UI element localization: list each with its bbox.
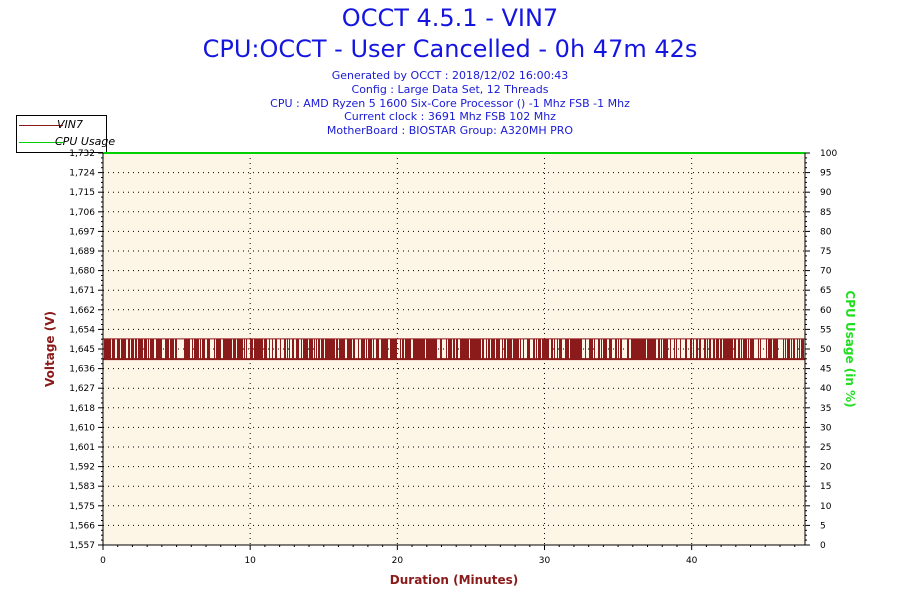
x-tick-label: 40 — [686, 556, 698, 566]
y2-tick-label: 80 — [820, 227, 832, 237]
y-tick-label: 1,636 — [69, 365, 95, 375]
y2-tick-label: 75 — [820, 247, 831, 257]
y2-tick-label: 65 — [820, 286, 831, 296]
y2-tick-label: 85 — [820, 208, 831, 218]
info-motherboard: MotherBoard : BIOSTAR Group: A320MH PRO — [326, 124, 574, 138]
y-tick-label: 1,697 — [69, 227, 95, 237]
y-tick-label: 1,662 — [69, 306, 95, 316]
y2-tick-label: 60 — [820, 306, 832, 316]
vin7-series — [104, 338, 804, 360]
chart-subtitle: CPU:OCCT - User Cancelled - 0h 47m 42s — [202, 35, 698, 63]
x-tick-label: 30 — [539, 556, 551, 566]
y-tick-label: 1,671 — [69, 286, 95, 296]
y2-tick-label: 0 — [820, 541, 826, 551]
info-config: Config : Large Data Set, 12 Threads — [351, 82, 549, 96]
y2-tick-label: 95 — [820, 169, 831, 179]
x-tick-label: 0 — [100, 556, 106, 566]
y-tick-label: 1,724 — [69, 169, 95, 179]
info-cpu: CPU : AMD Ryzen 5 1600 Six-Core Processo… — [270, 96, 630, 110]
legend-swatch-cpu-usage — [19, 142, 63, 143]
chart-title: OCCT 4.5.1 - VIN7 — [341, 4, 559, 32]
y-tick-label: 1,645 — [69, 345, 95, 355]
legend-label-cpu-usage: CPU Usage — [55, 135, 116, 148]
y2-tick-label: 50 — [820, 345, 832, 355]
legend-swatch-vin7 — [19, 125, 63, 126]
y-tick-label: 1,618 — [69, 404, 95, 414]
y2-tick-label: 40 — [820, 384, 832, 394]
y-tick-label: 1,575 — [69, 502, 95, 512]
y-tick-label: 1,689 — [69, 247, 95, 257]
y2-tick-label: 55 — [820, 325, 831, 335]
y2-tick-label: 10 — [820, 502, 832, 512]
y-tick-label: 1,627 — [69, 384, 95, 394]
x-tick-label: 20 — [392, 556, 404, 566]
legend-item-cpu-usage: CPU Usage — [17, 135, 115, 149]
y-tick-label: 1,706 — [69, 208, 95, 218]
y-tick-label: 1,566 — [69, 521, 95, 531]
info-generated: Generated by OCCT : 2018/12/02 16:00:43 — [331, 69, 569, 82]
info-block: Generated by OCCT : 2018/12/02 16:00:43 … — [0, 69, 900, 138]
y-tick-label: 1,557 — [69, 541, 95, 551]
y2-tick-label: 100 — [820, 149, 837, 159]
y-tick-label: 1,715 — [69, 188, 95, 198]
y-tick-label: 1,680 — [69, 267, 95, 277]
x-axis-title: Duration (Minutes) — [390, 573, 518, 587]
y2-tick-label: 20 — [820, 463, 832, 473]
y2-axis-title: CPU Usage (in %) — [843, 290, 857, 407]
y2-tick-label: 25 — [820, 443, 831, 453]
y2-tick-label: 45 — [820, 365, 831, 375]
legend-label-vin7: VIN7 — [57, 118, 83, 131]
y2-tick-label: 35 — [820, 404, 831, 414]
y-tick-label: 1,610 — [69, 423, 95, 433]
info-clock: Current clock : 3691 Mhz FSB 102 Mhz — [344, 110, 556, 124]
y2-tick-label: 5 — [820, 521, 826, 531]
y-tick-label: 1,592 — [69, 463, 95, 473]
y2-tick-label: 30 — [820, 423, 832, 433]
y-axis-title: Voltage (V) — [43, 311, 57, 387]
x-tick-label: 10 — [244, 556, 256, 566]
y2-tick-label: 15 — [820, 482, 831, 492]
legend-item-vin7: VIN7 — [17, 118, 106, 132]
y-tick-label: 1,654 — [69, 325, 95, 335]
y-tick-label: 1,583 — [69, 482, 95, 492]
y2-tick-label: 90 — [820, 188, 832, 198]
y-tick-label: 1,732 — [69, 149, 95, 159]
y2-tick-label: 70 — [820, 267, 832, 277]
y-tick-label: 1,601 — [69, 443, 95, 453]
legend: VIN7 CPU Usage — [16, 115, 115, 153]
